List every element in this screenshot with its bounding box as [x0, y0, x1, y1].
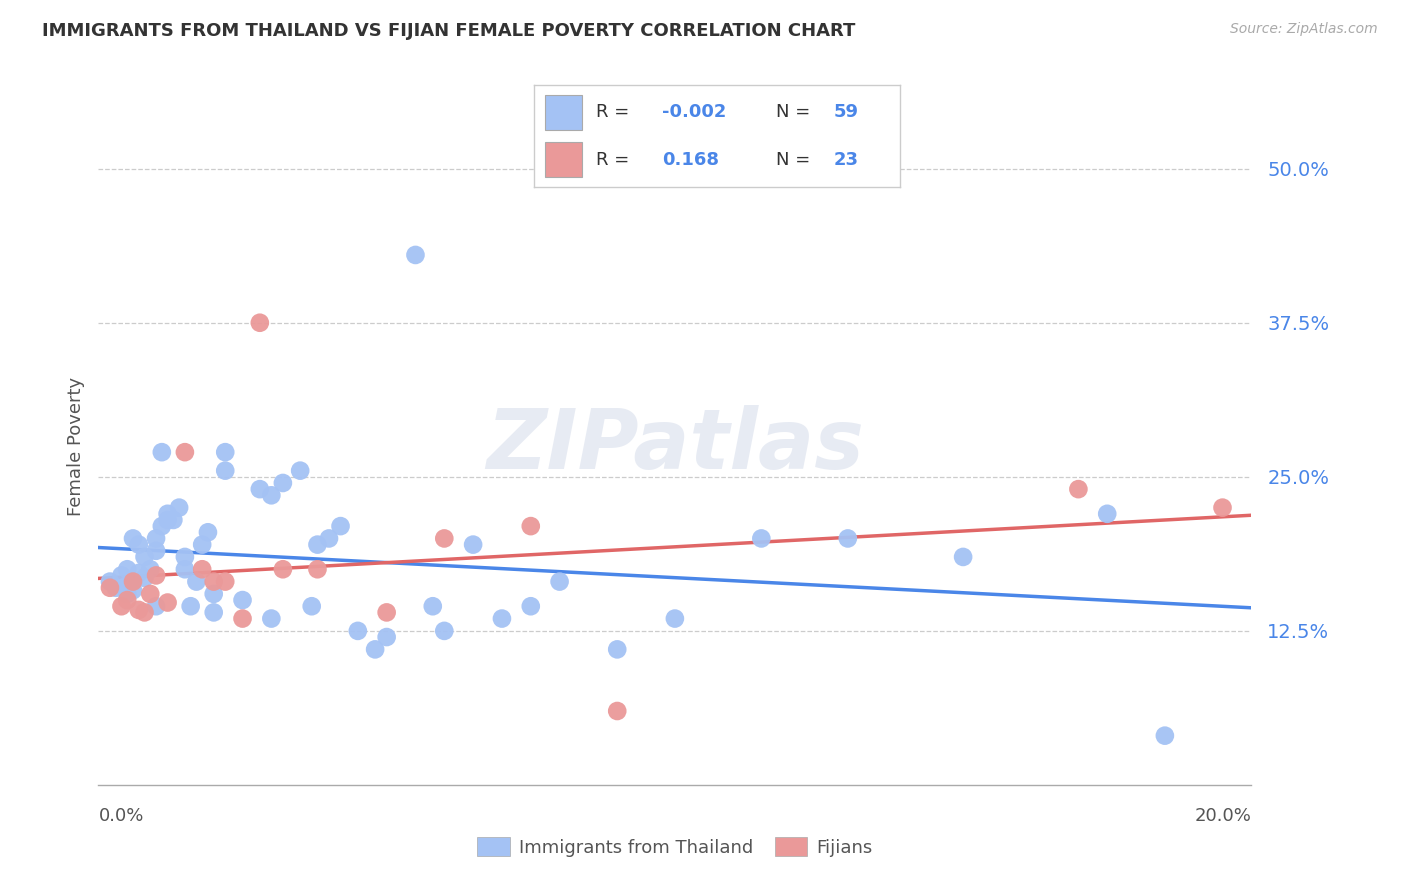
Point [214, 464, 236, 478]
Point [150, 445, 173, 459]
Point [162, 513, 184, 527]
Point [231, 611, 254, 625]
Point [318, 532, 340, 546]
Point [202, 587, 225, 601]
Point [117, 593, 138, 607]
Text: -0.002: -0.002 [662, 103, 727, 121]
Point [150, 519, 173, 533]
Point [174, 445, 197, 459]
Point [433, 532, 456, 546]
Point [751, 532, 773, 546]
Point [405, 248, 427, 262]
Point [191, 538, 214, 552]
Point [202, 606, 225, 620]
Point [122, 574, 145, 589]
Point [346, 624, 368, 638]
Point [290, 464, 312, 478]
Legend: Immigrants from Thailand, Fijians: Immigrants from Thailand, Fijians [470, 830, 880, 864]
Point [375, 606, 398, 620]
Point [197, 525, 219, 540]
Text: 59: 59 [834, 103, 859, 121]
Point [139, 587, 162, 601]
Point [128, 566, 150, 580]
Point [231, 593, 254, 607]
Text: ZIPatlas: ZIPatlas [486, 406, 863, 486]
Point [837, 532, 859, 546]
Text: N =: N = [776, 151, 815, 169]
Point [301, 599, 323, 614]
Point [548, 574, 571, 589]
Point [1067, 482, 1090, 496]
Text: 20.0%: 20.0% [1195, 807, 1251, 825]
Point [664, 611, 686, 625]
Point [104, 581, 127, 595]
Point [422, 599, 444, 614]
Point [271, 562, 294, 576]
Point [117, 562, 138, 576]
Text: R =: R = [596, 103, 636, 121]
Point [191, 562, 214, 576]
Point [307, 538, 329, 552]
Point [606, 704, 628, 718]
Point [156, 595, 179, 609]
Y-axis label: Female Poverty: Female Poverty [66, 376, 84, 516]
Point [174, 562, 197, 576]
Point [145, 532, 167, 546]
FancyBboxPatch shape [546, 142, 582, 177]
Point [186, 574, 208, 589]
Point [1097, 507, 1119, 521]
Point [952, 549, 974, 564]
Point [520, 519, 543, 533]
Point [156, 507, 179, 521]
Point [520, 599, 543, 614]
Point [249, 482, 271, 496]
Point [214, 445, 236, 459]
Point [128, 538, 150, 552]
Point [134, 571, 156, 585]
Text: N =: N = [776, 103, 815, 121]
Point [214, 574, 236, 589]
Point [174, 549, 197, 564]
Point [145, 599, 167, 614]
Point [98, 581, 121, 595]
Point [329, 519, 352, 533]
Point [260, 488, 283, 502]
Point [145, 568, 167, 582]
Point [1212, 500, 1234, 515]
Point [202, 574, 225, 589]
Text: IMMIGRANTS FROM THAILAND VS FIJIAN FEMALE POVERTY CORRELATION CHART: IMMIGRANTS FROM THAILAND VS FIJIAN FEMAL… [42, 22, 856, 40]
Point [364, 642, 387, 657]
Point [260, 611, 283, 625]
FancyBboxPatch shape [546, 95, 582, 130]
Point [117, 578, 138, 592]
Point [606, 642, 628, 657]
Text: 23: 23 [834, 151, 859, 169]
Text: 0.0%: 0.0% [98, 807, 143, 825]
Point [139, 562, 162, 576]
Point [122, 583, 145, 598]
Point [110, 599, 132, 614]
Point [110, 568, 132, 582]
Point [433, 624, 456, 638]
Point [461, 538, 484, 552]
Point [491, 611, 513, 625]
Text: R =: R = [596, 151, 636, 169]
Text: 0.168: 0.168 [662, 151, 720, 169]
Point [122, 532, 145, 546]
Point [134, 606, 156, 620]
Point [249, 316, 271, 330]
Point [156, 513, 179, 527]
Point [271, 475, 294, 490]
Point [117, 587, 138, 601]
Point [98, 574, 121, 589]
Point [375, 630, 398, 644]
Point [167, 500, 190, 515]
Point [134, 549, 156, 564]
Point [180, 599, 202, 614]
Point [1153, 729, 1175, 743]
Point [145, 543, 167, 558]
Point [128, 603, 150, 617]
Point [307, 562, 329, 576]
Text: Source: ZipAtlas.com: Source: ZipAtlas.com [1230, 22, 1378, 37]
